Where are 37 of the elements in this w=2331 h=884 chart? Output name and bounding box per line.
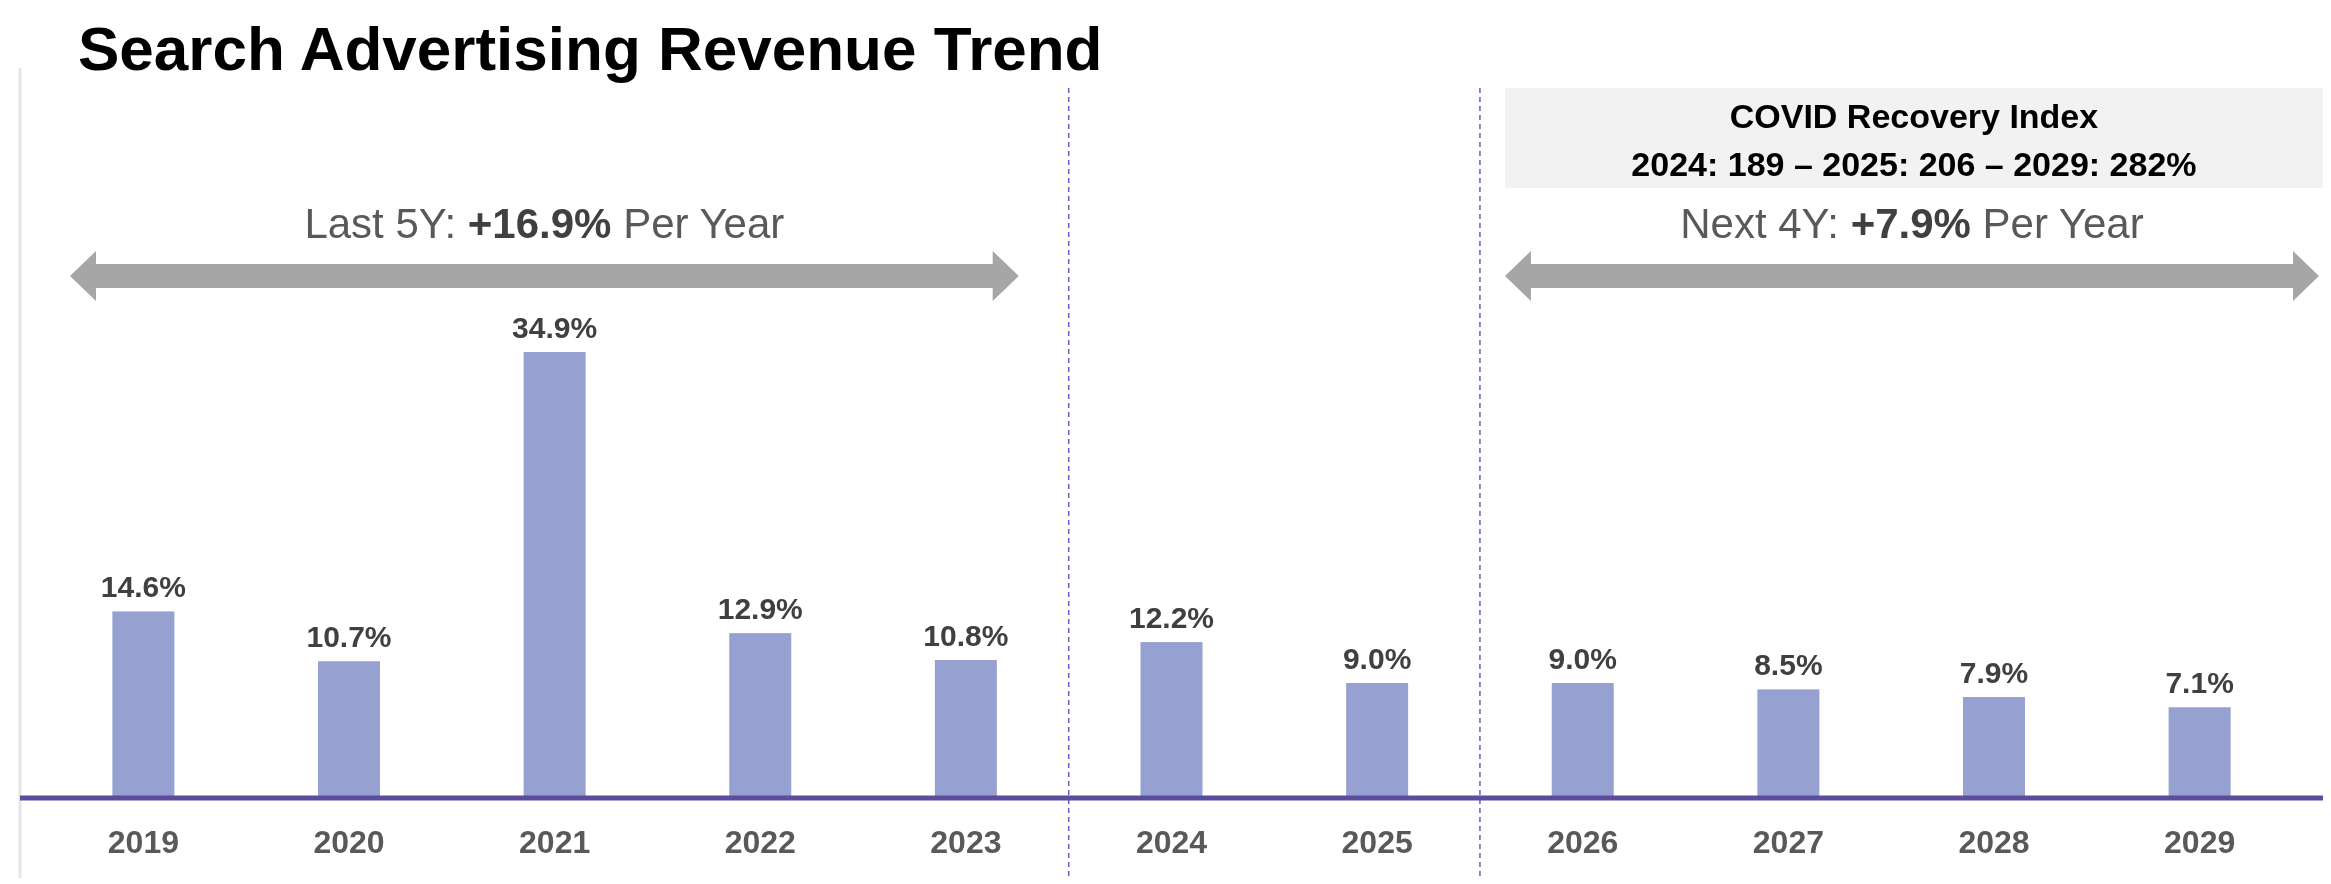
bar [934,659,997,798]
x-tick-label: 2029 [2164,824,2236,860]
text: Next 4Y: +7.9% Per Year [1680,200,2144,247]
bar [1140,642,1203,798]
data-label: 9.0% [1342,641,1412,675]
x-tick-label: 2021 [519,824,591,860]
x-tick-label: 2025 [1341,824,1413,860]
data-label: 10.8% [923,618,1009,652]
x-tick-label: 2028 [1958,824,2030,860]
data-label: 34.9% [512,311,598,344]
x-tick-label: 2027 [1752,824,1824,860]
x-tick-label: 2019 [107,824,179,860]
x-tick-label: 2024 [1135,824,1208,860]
bar [1963,697,2025,798]
bar [729,633,792,798]
bar [2168,707,2231,798]
text: Last 5Y: +16.9% Per Year [304,200,785,247]
x-tick-label: 2022 [724,824,796,860]
x-tick-label: 2023 [930,824,1002,860]
data-label: 10.7% [306,620,392,654]
text: COVID Recovery Index 2024: 189 – 2025: 206 – 2029: 282% [1631,97,2197,183]
data-label: 7.9% [1959,656,2029,690]
chart-title: Search Advertising Revenue Trend [78,14,1103,83]
data-label: 8.5% [1754,648,1823,682]
bar [1551,682,1614,798]
bar [523,352,586,798]
data-label: 7.1% [2165,666,2234,700]
bar [318,661,380,798]
data-label: 12.2% [1128,601,1215,635]
bar [112,611,175,798]
x-tick-label: 2020 [313,824,385,860]
data-label: 14.6% [100,570,186,604]
bar [1757,689,1820,798]
bar [1346,682,1409,798]
data-label: 9.0% [1548,641,1617,675]
data-label: 12.9% [717,592,803,626]
x-tick-label: 2026 [1547,824,1619,860]
